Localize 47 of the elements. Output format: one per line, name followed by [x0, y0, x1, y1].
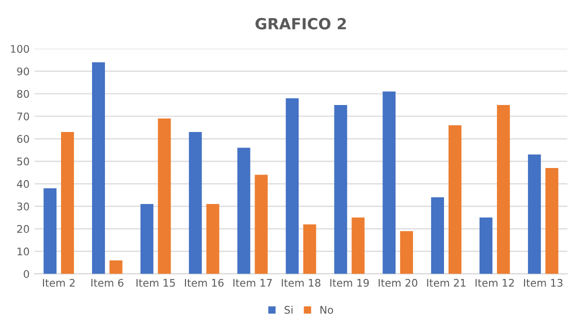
bar	[480, 218, 492, 274]
y-tick-label: 20	[17, 225, 30, 233]
bar	[188, 132, 202, 274]
x-tick-label: Item 12	[476, 278, 514, 287]
x-tick-label: Item 19	[330, 278, 369, 287]
y-tick-label: 10	[18, 248, 30, 256]
y-tick-label: 40	[16, 180, 30, 188]
x-tick-label: Item 16	[184, 278, 224, 287]
y-tick-label: 0	[24, 270, 30, 278]
chart-title: GRAFICO 2	[256, 18, 346, 30]
bar	[303, 224, 316, 274]
x-tick-label: Item 15	[136, 279, 175, 287]
bar	[334, 105, 348, 274]
bar	[400, 231, 414, 274]
bar	[496, 105, 510, 274]
y-tick-label: 90	[17, 67, 30, 76]
y-tick-label: 30	[17, 202, 30, 210]
legend-label: No	[320, 306, 334, 314]
bar	[237, 148, 250, 274]
x-tick-label: Item 2	[42, 278, 75, 287]
bar	[431, 197, 444, 274]
bar	[254, 174, 268, 274]
bar	[352, 218, 365, 274]
bar	[286, 98, 299, 274]
x-tick-label: Item 17	[233, 279, 272, 287]
x-tick-label: Item 6	[91, 278, 124, 287]
bar	[61, 132, 74, 274]
bar	[140, 204, 154, 274]
y-tick-label: 80	[17, 90, 30, 98]
bar	[206, 204, 220, 274]
x-tick-label: Item 18	[282, 278, 320, 287]
bar	[382, 91, 396, 274]
bar	[109, 260, 122, 274]
x-tick-label: Item 13	[524, 278, 562, 287]
bar	[92, 62, 105, 274]
y-tick-label: 100	[10, 44, 30, 53]
y-tick-label: 50	[17, 158, 30, 166]
x-tick-label: Item 20	[378, 278, 418, 287]
bar	[44, 188, 57, 274]
y-tick-label: 60	[17, 134, 30, 143]
bar	[528, 154, 541, 274]
bar	[448, 125, 462, 274]
x-tick-label: Item 21	[427, 278, 466, 287]
y-tick-label: 70	[17, 112, 30, 120]
bar	[545, 168, 558, 274]
bar	[158, 118, 171, 274]
legend-label: Si	[284, 306, 292, 314]
